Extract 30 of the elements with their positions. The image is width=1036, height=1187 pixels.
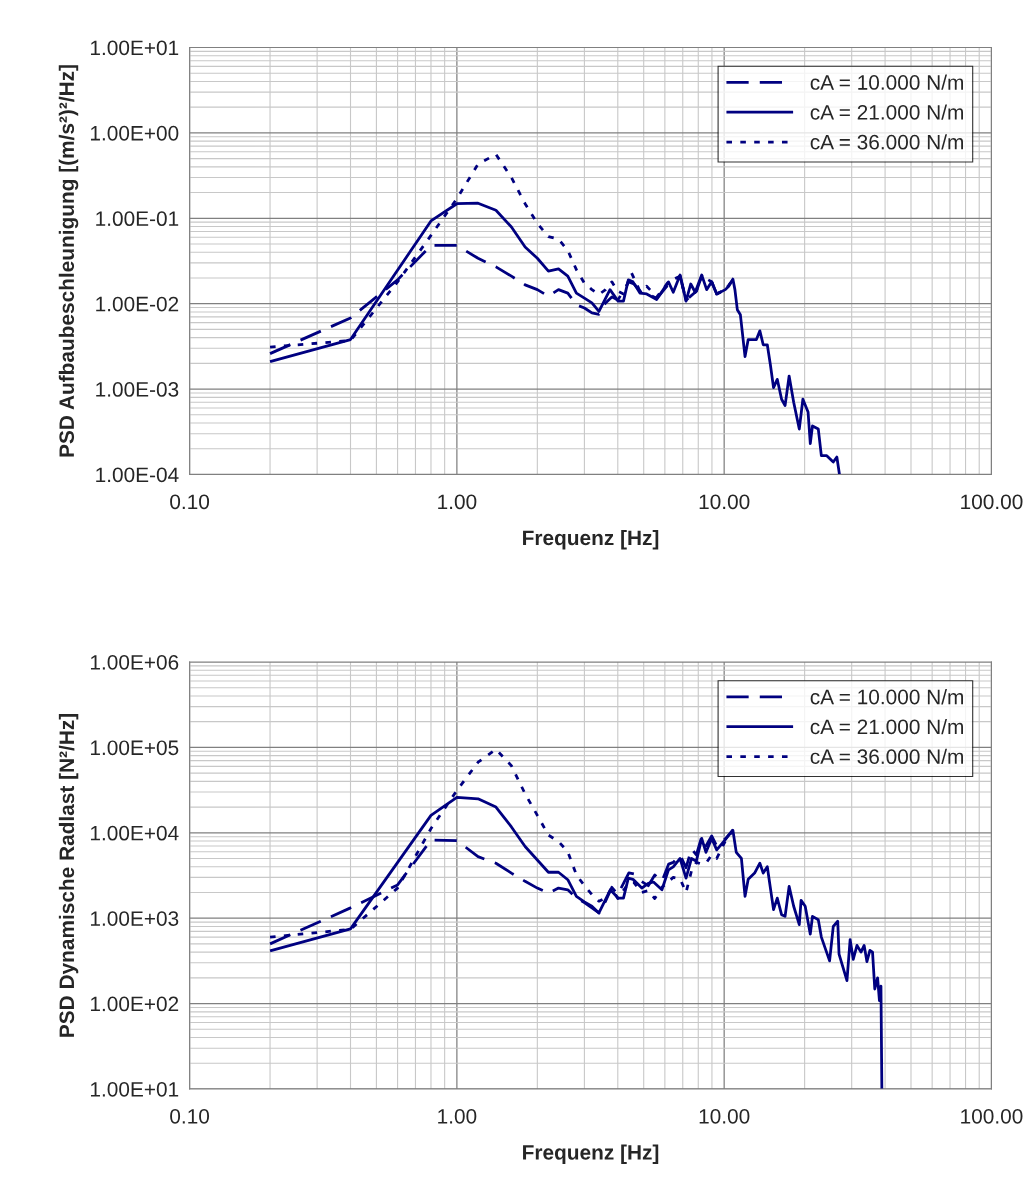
y-tick-label: 1.00E+05	[90, 740, 179, 756]
y-tick-label: 1.00E+01	[90, 1081, 179, 1097]
x-tick-label: 0.10	[170, 1108, 210, 1124]
y-axis-title: PSD Aufbaubeschleunigung [(m/s²)²/Hz]	[58, 65, 79, 457]
x-tick-label: 0.10	[170, 494, 210, 510]
legend-label: cA = 10.000 N/m	[810, 689, 963, 705]
y-tick-label: 1.00E+06	[90, 654, 179, 670]
x-axis-title: Frequenz [Hz]	[523, 1144, 659, 1164]
y-tick-label: 1.00E-02	[96, 296, 179, 312]
legend-label: cA = 36.000 N/m	[810, 748, 963, 765]
y-tick-label: 1.00E+01	[90, 40, 179, 56]
x-tick-label: 10.00	[699, 494, 750, 510]
legend-label: cA = 21.000 N/m	[810, 104, 963, 120]
y-tick-label: 1.00E-01	[96, 211, 179, 227]
y-axis-title: PSD Dynamische Radlast [N²/Hz]	[58, 713, 79, 1037]
legend-label: cA = 36.000 N/m	[810, 134, 963, 150]
y-tick-label: 1.00E-03	[96, 382, 179, 397]
x-tick-label: 10.00	[699, 1108, 750, 1124]
y-tick-label: 1.00E+03	[90, 911, 179, 926]
legend-label: cA = 10.000 N/m	[810, 74, 963, 90]
x-axis-title: Frequenz [Hz]	[523, 529, 659, 550]
x-tick-label: 100.00	[961, 494, 1023, 510]
y-tick-label: 1.00E-04	[96, 467, 179, 483]
x-tick-label: 100.00	[961, 1108, 1023, 1124]
x-tick-label: 1.00	[438, 494, 477, 510]
y-tick-label: 1.00E+04	[90, 825, 179, 841]
legend-label: cA = 21.000 N/m	[810, 718, 963, 735]
x-tick-label: 1.00	[438, 1108, 477, 1124]
y-tick-label: 1.00E+00	[90, 125, 179, 141]
y-tick-label: 1.00E+02	[90, 996, 179, 1012]
